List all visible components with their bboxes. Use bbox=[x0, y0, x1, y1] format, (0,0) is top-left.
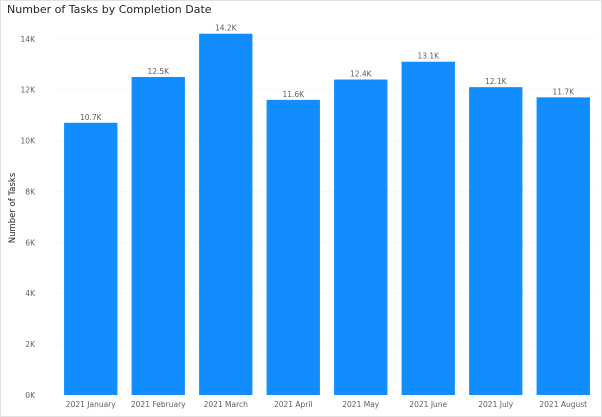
x-tick-label: 2021 February bbox=[131, 400, 186, 409]
bar[interactable] bbox=[131, 76, 185, 396]
bars bbox=[64, 33, 590, 396]
y-tick-label: 14K bbox=[21, 35, 37, 44]
chart-title: Number of Tasks by Completion Date bbox=[7, 3, 212, 16]
y-tick-label: 10K bbox=[21, 137, 37, 146]
data-label: 12.5K bbox=[147, 67, 170, 76]
y-axis-ticks: 0K 2K 4K 6K 8K 10K 12K 14K bbox=[21, 35, 37, 400]
x-tick-label: 2021 July bbox=[478, 400, 514, 409]
y-tick-label: 8K bbox=[25, 187, 36, 196]
bar[interactable] bbox=[334, 79, 388, 396]
data-label: 13.1K bbox=[417, 52, 440, 61]
y-axis-label: Number of Tasks bbox=[8, 172, 18, 243]
y-tick-label: 0K bbox=[25, 391, 36, 400]
x-tick-label: 2021 January bbox=[66, 400, 116, 409]
data-label: 12.4K bbox=[350, 70, 373, 79]
bar[interactable] bbox=[199, 33, 253, 395]
y-tick-label: 12K bbox=[21, 86, 37, 95]
data-label: 11.7K bbox=[552, 87, 575, 96]
x-tick-label: 2021 August bbox=[539, 400, 587, 409]
bar[interactable] bbox=[401, 61, 455, 395]
x-tick-label: 2021 March bbox=[204, 400, 249, 409]
y-tick-label: 2K bbox=[25, 340, 36, 349]
x-tick-label: 2021 June bbox=[409, 400, 447, 409]
data-label: 14.2K bbox=[215, 24, 238, 33]
data-labels: 10.7K 12.5K 14.2K 11.6K 12.4K 13.1K 12.1K 11.7K bbox=[80, 24, 575, 122]
data-label: 12.1K bbox=[485, 77, 508, 86]
bar[interactable] bbox=[266, 99, 320, 395]
bar[interactable] bbox=[536, 97, 590, 395]
x-tick-label: 2021 April bbox=[274, 400, 313, 409]
y-tick-label: 6K bbox=[25, 238, 36, 247]
x-axis-ticks: 2021 January 2021 February 2021 March 2021 … bbox=[66, 400, 587, 409]
bar[interactable] bbox=[469, 87, 523, 395]
y-tick-label: 4K bbox=[25, 289, 36, 298]
x-tick-label: 2021 May bbox=[342, 400, 380, 409]
data-label: 11.6K bbox=[282, 90, 305, 99]
data-label: 10.7K bbox=[80, 113, 103, 122]
bar[interactable] bbox=[64, 122, 118, 395]
